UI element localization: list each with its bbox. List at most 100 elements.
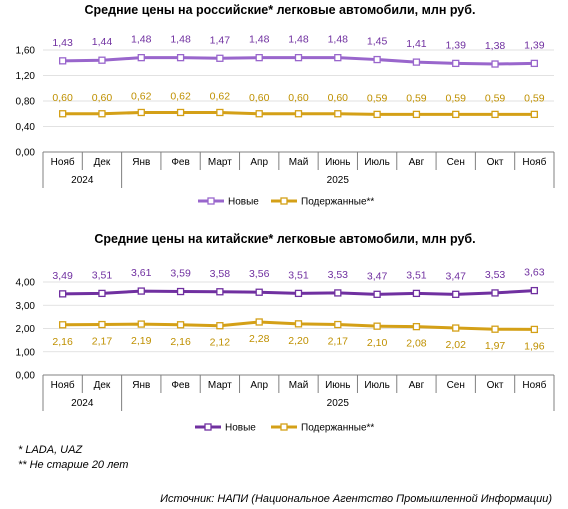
chart2-data-label: 2,19	[131, 335, 152, 347]
chart2-title: Средние цены на китайские* легковые авто…	[94, 232, 475, 246]
chart1-year-label: 2025	[327, 175, 350, 186]
chart2-legend-label: Подержанные**	[301, 423, 374, 434]
chart2-data-label: 3,53	[328, 269, 349, 281]
chart2-category-label: Сен	[447, 380, 465, 391]
chart2-data-label: 2,16	[170, 336, 191, 348]
chart2-data-point	[530, 286, 538, 295]
chart1-data-point	[59, 57, 67, 65]
chart2-category-label: Фев	[171, 380, 189, 391]
chart1-category-label: Янв	[132, 157, 150, 168]
chart1-data-label: 1,43	[52, 37, 73, 49]
chart1-data-label: 0,60	[52, 92, 73, 104]
chart1-category-label: Июль	[364, 157, 390, 168]
chart2-data-label: 3,51	[406, 269, 427, 281]
chart2-data-point	[59, 321, 67, 329]
chart2-data-label: 2,17	[92, 336, 113, 348]
chart1-category-label: Дек	[94, 157, 111, 168]
chart1-data-point	[452, 110, 460, 119]
chart2-category-label: Май	[289, 380, 309, 391]
chart2-data-point	[452, 290, 460, 298]
chart2-category-label: Нояб	[51, 379, 75, 391]
chart1-data-point	[491, 60, 499, 68]
chart2-data-point	[216, 288, 224, 296]
chart2-data-label: 2,17	[328, 336, 349, 348]
chart1-data-label: 0,59	[446, 92, 467, 104]
chart1-data-label: 0,62	[131, 90, 152, 102]
chart2-category-label: Дек	[94, 380, 111, 391]
chart2-data-point	[137, 320, 145, 328]
chart2-data-label: 3,47	[367, 270, 388, 282]
chart2-data-point	[294, 320, 303, 328]
chart2-ytick-label: 0,00	[16, 371, 36, 382]
chart1-data-label: 1,39	[446, 39, 467, 51]
chart1-data-label: 0,60	[249, 92, 270, 104]
footnote-age: ** Не старше 20 лет	[18, 459, 128, 471]
chart1-ytick-label: 0,40	[16, 122, 36, 133]
chart1-data-point	[216, 54, 224, 62]
chart2-data-label: 2,28	[249, 333, 270, 345]
chart1-data-point	[530, 110, 538, 119]
chart2-year-label: 2025	[327, 398, 350, 409]
chart2-category-label: Янв	[132, 380, 150, 391]
chart1-data-point	[137, 54, 145, 62]
chart1-data-label: 1,41	[406, 38, 427, 50]
chart1-ytick-label: 1,20	[16, 71, 36, 82]
chart1-data-label: 0,60	[328, 92, 349, 104]
chart1-data-label: 1,44	[92, 36, 113, 48]
chart1-data-point	[137, 108, 145, 117]
chart2-category-label: Июнь	[325, 380, 350, 391]
chart2-data-point	[98, 289, 106, 298]
chart1-data-label: 1,48	[170, 34, 191, 46]
chart1-data-label: 0,59	[485, 92, 506, 104]
chart1-data-point	[255, 110, 263, 118]
chart1-category-label: Апр	[250, 157, 268, 168]
chart2-legend-label: Новые	[225, 423, 256, 434]
chart1-category-label: Нояб	[522, 156, 546, 168]
chart2-data-point	[137, 287, 145, 295]
chart1-ytick-label: 0,80	[16, 97, 36, 108]
chart1-data-point	[334, 110, 342, 118]
chart2-data-label: 3,49	[52, 270, 73, 282]
chart1-data-point	[452, 59, 460, 68]
chart2-category-label: Нояб	[522, 379, 546, 391]
chart2-data-label: 3,51	[288, 269, 309, 281]
chart2-data-point	[412, 322, 421, 331]
chart2-category-label: Март	[208, 380, 232, 391]
chart2-data-label: 2,16	[52, 336, 73, 348]
chart1-ytick-label: 1,60	[16, 46, 36, 57]
chart2-data-label: 2,20	[288, 335, 309, 347]
chart1-data-label: 0,59	[406, 92, 427, 104]
chart1-data-point	[294, 54, 303, 62]
chart2-year-label: 2024	[71, 398, 94, 409]
chart2-ytick-label: 2,00	[16, 324, 36, 335]
chart2-data-label: 3,63	[524, 267, 545, 279]
chart2-data-point	[334, 320, 342, 329]
chart1-data-point	[294, 110, 303, 118]
chart1-data-point	[491, 110, 499, 119]
chart1-data-point	[373, 110, 381, 119]
chart1-title: Средние цены на российские* легковые авт…	[85, 3, 476, 17]
chart2-data-label: 3,56	[249, 268, 270, 280]
chart1-data-label: 1,39	[524, 39, 545, 51]
chart2-data-point	[491, 325, 499, 333]
chart2-data-point	[294, 289, 303, 298]
chart1-data-label: 0,60	[288, 92, 309, 104]
chart1-data-label: 1,48	[131, 34, 152, 46]
chart2-data-point	[216, 322, 224, 330]
chart2-data-point	[530, 325, 538, 334]
chart2-data-label: 2,10	[367, 337, 388, 349]
chart1-category-label: Июнь	[325, 157, 350, 168]
chart2-data-point	[59, 290, 67, 298]
chart1-data-label: 1,38	[485, 40, 506, 52]
chart1-legend-marker	[207, 197, 215, 205]
chart1-data-point	[216, 108, 224, 117]
chart1-data-point	[334, 54, 342, 62]
chart2-data-label: 3,47	[446, 270, 467, 282]
chart1-category-label: Фев	[171, 157, 189, 168]
chart2: 0,00 1,00 2,00 3,00 4,00 Нояб Дек Янв Фев Март Апр…	[16, 267, 555, 434]
chart1-year-label: 2024	[71, 175, 94, 186]
chart2-data-label: 3,58	[210, 268, 231, 280]
chart2-data-label: 2,02	[446, 339, 467, 351]
chart2-data-point	[412, 289, 421, 298]
